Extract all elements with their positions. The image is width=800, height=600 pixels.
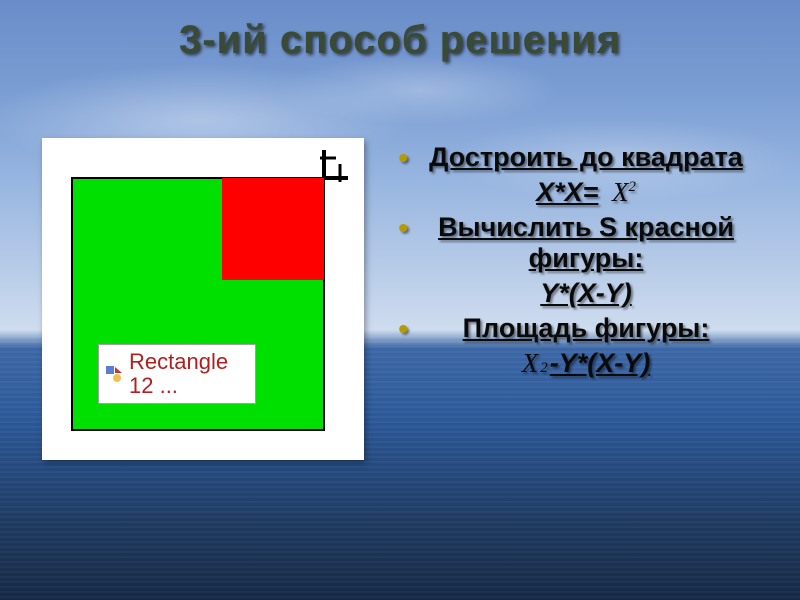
bullet-list: Достроить до квадрата X*X= X2 Вычислить … (400, 138, 772, 383)
placeholder-text: Rectangle 12 ... (129, 350, 228, 398)
red-square (222, 178, 324, 280)
bullet-1: Достроить до квадрата (400, 142, 772, 173)
slide-title: 3-ий способ решения (0, 18, 800, 63)
bullet-5: Площадь фигуры: (400, 313, 772, 344)
bullet-6-exp: 2 (540, 360, 547, 377)
bullet-3: Вычислить S красной фигуры: (400, 212, 772, 274)
bullet-2-prefix: X*X= (536, 177, 598, 207)
missing-object-placeholder: Rectangle 12 ... (98, 344, 256, 404)
placeholder-icon (105, 365, 123, 383)
figure-panel: Rectangle 12 ... (42, 138, 364, 460)
slide: 3-ий способ решения Rectangle 12 ... (0, 0, 800, 600)
figure-svg (42, 138, 364, 460)
bullet-3-text: Вычислить S красной фигуры: (438, 212, 734, 273)
bullet-2: X*X= X2 (400, 177, 772, 208)
bullet-4: Y*(X-Y) (400, 278, 772, 309)
bullet-2-sym: X (612, 177, 629, 207)
bullet-6: X2-Y*(X-Y) (400, 348, 772, 379)
placeholder-line1: Rectangle (129, 349, 228, 374)
bullet-4-text: Y*(X-Y) (540, 278, 632, 308)
bullet-1-text: Достроить до квадрата (429, 142, 743, 172)
bullet-5-text: Площадь фигуры: (463, 313, 710, 343)
bullet-2-exp: 2 (628, 179, 635, 195)
placeholder-line2: 12 ... (129, 373, 178, 398)
bullet-6-sym: X (522, 348, 539, 379)
bullet-6-suffix: -Y*(X-Y) (550, 348, 651, 379)
